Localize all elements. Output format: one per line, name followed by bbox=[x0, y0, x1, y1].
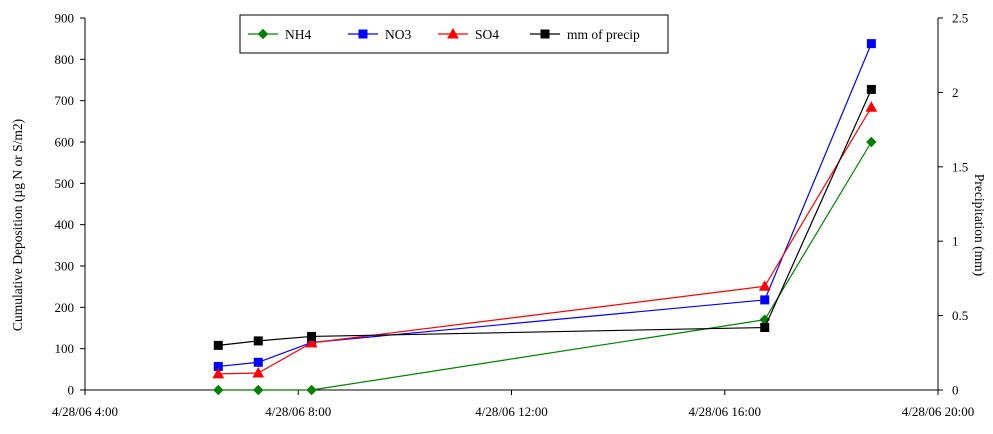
legend-item: NH4 bbox=[248, 27, 311, 42]
y-tick-label: 700 bbox=[55, 93, 75, 108]
series-line bbox=[218, 106, 872, 375]
data-point bbox=[212, 367, 225, 379]
series-line bbox=[218, 43, 872, 368]
data-point bbox=[257, 28, 269, 40]
data-point bbox=[866, 39, 876, 49]
y-tick-label: 400 bbox=[55, 217, 75, 232]
data-point bbox=[760, 323, 770, 333]
y2-tick-label: 2.5 bbox=[952, 11, 968, 26]
y2-tick-label: 1.5 bbox=[952, 159, 968, 174]
axes: 0 100 200 300 400 500 600 700 800 900 0 0.5 1 1.5 2 2.5… bbox=[52, 11, 974, 420]
plot-area bbox=[212, 39, 878, 396]
legend-item: SO4 bbox=[438, 27, 499, 42]
y-tick-label: 600 bbox=[55, 135, 75, 150]
y2-tick-label: 1 bbox=[952, 234, 959, 249]
legend-item: mm of precip bbox=[530, 27, 640, 42]
legend-label: NH4 bbox=[285, 27, 311, 42]
x-tick-label: 4/28/06 16:00 bbox=[688, 404, 761, 419]
data-point bbox=[306, 384, 317, 396]
legend-label: NO3 bbox=[385, 27, 411, 42]
legend-label: SO4 bbox=[475, 27, 499, 42]
y2-tick-label: 2 bbox=[952, 85, 959, 100]
x-tick-label: 4/28/06 20:00 bbox=[902, 404, 975, 419]
y-tick-label: 100 bbox=[55, 341, 75, 356]
data-point bbox=[447, 27, 459, 39]
y-axis-title: Cumulative Deposition (µg N or S/m2) bbox=[10, 119, 25, 331]
y-tick-label: 900 bbox=[55, 11, 75, 26]
y-tick-label: 0 bbox=[68, 383, 75, 398]
data-point bbox=[253, 357, 263, 367]
series-line bbox=[218, 141, 872, 391]
series-no3 bbox=[213, 39, 876, 371]
data-point bbox=[252, 367, 265, 378]
series-nh4 bbox=[213, 136, 877, 396]
series-so4 bbox=[212, 101, 878, 379]
data-point bbox=[213, 384, 224, 396]
data-point bbox=[358, 29, 368, 39]
y-tick-label: 200 bbox=[55, 300, 75, 315]
data-point bbox=[253, 384, 264, 396]
data-point bbox=[213, 340, 223, 350]
y-tick-label: 300 bbox=[55, 259, 75, 274]
y-tick-label: 800 bbox=[55, 52, 75, 67]
data-point bbox=[305, 336, 318, 348]
y2-tick-label: 0 bbox=[952, 383, 959, 398]
series-line bbox=[218, 89, 872, 346]
data-point bbox=[865, 101, 878, 112]
data-point bbox=[253, 336, 263, 346]
x-tick-label: 4/28/06 4:00 bbox=[52, 404, 118, 419]
legend-item: NO3 bbox=[348, 27, 411, 42]
data-point bbox=[758, 280, 771, 291]
data-point bbox=[866, 84, 876, 94]
data-point bbox=[760, 295, 770, 305]
data-point bbox=[866, 136, 877, 148]
legend: NH4 NO3 SO4 mm of precip bbox=[239, 14, 669, 54]
x-tick-label: 4/28/06 12:00 bbox=[475, 404, 548, 419]
y2-tick-label: 0.5 bbox=[952, 308, 968, 323]
series-mm-of-precip bbox=[213, 84, 876, 350]
legend-label: mm of precip bbox=[567, 27, 640, 42]
x-tick-label: 4/28/06 8:00 bbox=[265, 404, 331, 419]
data-point bbox=[307, 331, 317, 341]
y-tick-label: 500 bbox=[55, 176, 75, 191]
data-point bbox=[540, 29, 550, 39]
y2-axis-title: Precipitation (mm) bbox=[972, 174, 987, 276]
